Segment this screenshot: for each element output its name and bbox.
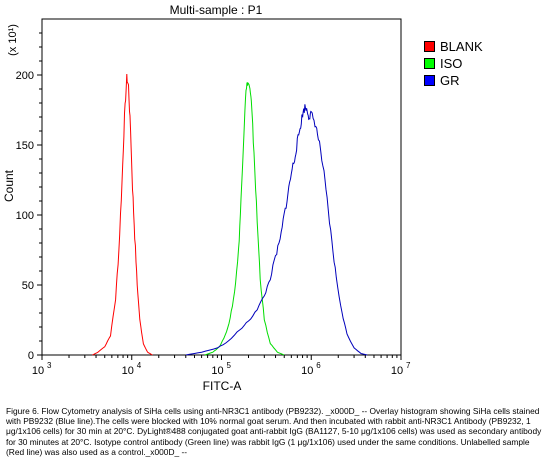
x-tick-label: 10 [301, 365, 313, 377]
legend-item-blank: BLANK [424, 38, 483, 55]
legend-item-gr: GR [424, 72, 483, 89]
y-tick-label: 150 [16, 140, 34, 152]
legend-label-gr: GR [440, 73, 460, 88]
figure-caption: Figure 6. Flow Cytometry analysis of SiH… [6, 406, 542, 457]
x-ticks: 10 3 10 4 10 5 10 6 10 7 [32, 355, 411, 377]
legend-label-blank: BLANK [440, 39, 483, 54]
y-axis-label: Count [2, 169, 16, 202]
y-tick-label: 0 [28, 350, 34, 362]
y-tick-label: 100 [16, 210, 34, 222]
x-axis-label: FITC-A [203, 379, 242, 393]
chart-title: Multi-sample : P1 [170, 3, 263, 17]
x-tick-exponent: 4 [137, 361, 142, 370]
x-tick-label: 10 [122, 365, 134, 377]
series-line-gr [185, 104, 368, 356]
series-line-iso [204, 81, 285, 356]
x-tick-exponent: 7 [406, 361, 411, 370]
y-tick-label: 200 [16, 70, 34, 82]
flow-cytometry-chart: Multi-sample : P1 (x 10¹) Count FITC-A 1… [2, 3, 411, 393]
plot-frame [41, 18, 402, 356]
y-ticks: 0 50 100 150 200 [16, 32, 42, 362]
y-tick-label: 50 [22, 280, 34, 292]
x-tick-label: 10 [32, 365, 44, 377]
legend-swatch-blank [424, 41, 435, 52]
x-tick-label: 10 [211, 365, 223, 377]
legend-swatch-gr [424, 75, 435, 86]
y-multiplier-label: (x 10¹) [7, 24, 19, 56]
legend: BLANK ISO GR [424, 38, 483, 89]
x-tick-exponent: 6 [316, 361, 321, 370]
legend-item-iso: ISO [424, 55, 483, 72]
series-layer [92, 73, 368, 356]
x-tick-exponent: 5 [227, 361, 232, 370]
legend-label-iso: ISO [440, 56, 463, 71]
legend-swatch-iso [424, 58, 435, 69]
series-line-blank [92, 73, 153, 356]
x-tick-label: 10 [391, 365, 403, 377]
x-tick-exponent: 3 [47, 361, 52, 370]
